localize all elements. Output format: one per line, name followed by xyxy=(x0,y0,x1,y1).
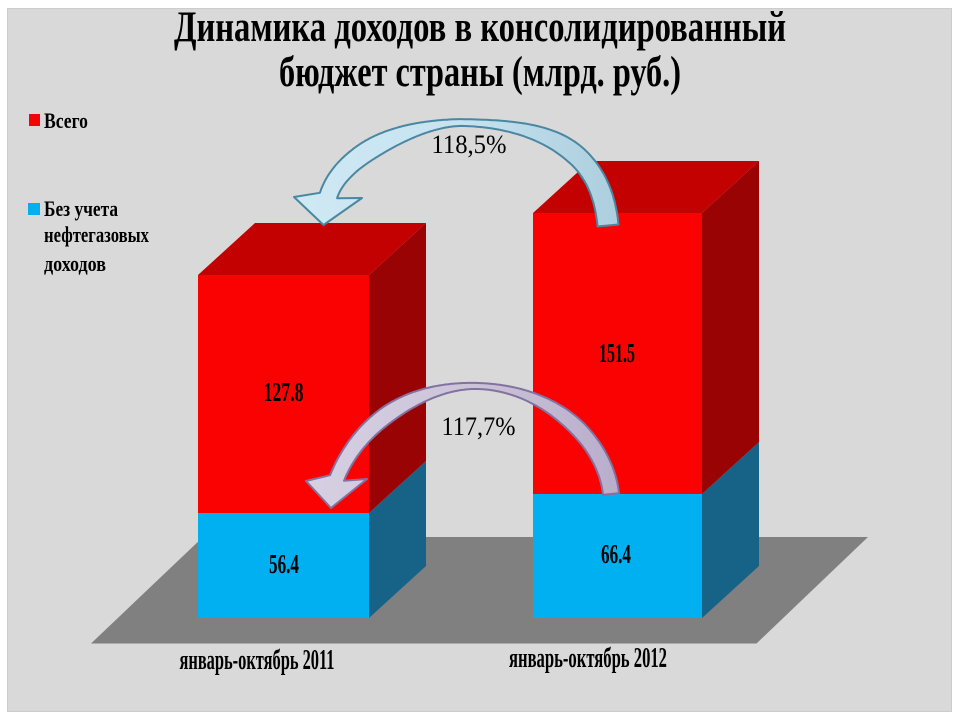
svg-text:январь-октябрь 2012: январь-октябрь 2012 xyxy=(509,643,667,674)
svg-text:Динамика доходов в консолидиро: Динамика доходов в консолидированный xyxy=(174,4,786,51)
svg-text:бюджет страны (млрд. руб.): бюджет страны (млрд. руб.) xyxy=(279,49,681,96)
svg-text:117,7%: 117,7% xyxy=(442,412,516,441)
svg-text:118,5%: 118,5% xyxy=(432,130,507,159)
svg-text:151.5: 151.5 xyxy=(599,338,635,368)
svg-text:127.8: 127.8 xyxy=(264,377,304,407)
svg-text:доходов: доходов xyxy=(44,251,106,276)
svg-text:56.4: 56.4 xyxy=(269,549,299,579)
svg-text:Без учета: Без учета xyxy=(44,196,118,221)
svg-text:Всего: Всего xyxy=(44,108,88,133)
svg-text:нефтегазовых: нефтегазовых xyxy=(44,222,149,247)
svg-text:январь-октябрь 2011: январь-октябрь 2011 xyxy=(180,645,335,676)
svg-text:66.4: 66.4 xyxy=(601,539,631,569)
